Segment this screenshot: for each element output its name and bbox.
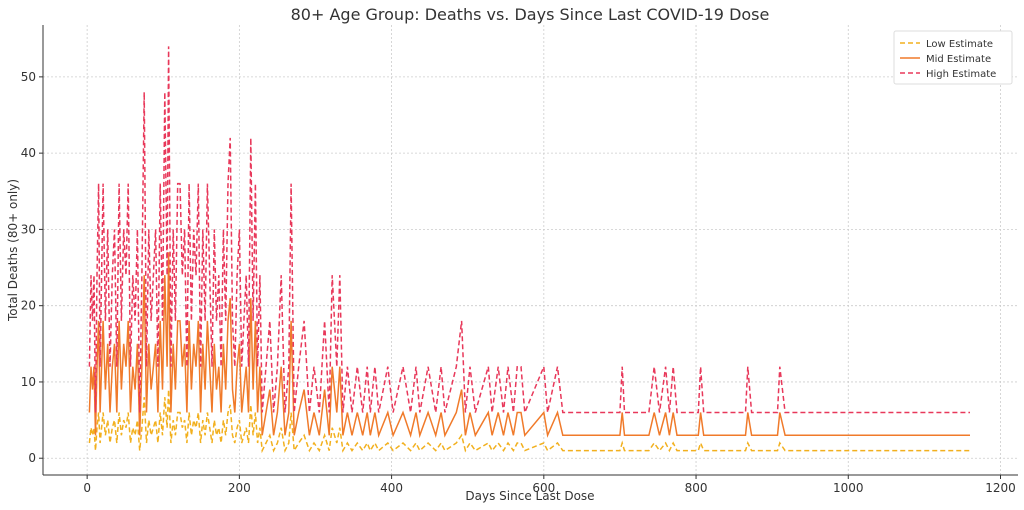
- y-tick-label: 30: [21, 222, 36, 236]
- y-axis-label: Total Deaths (80+ only): [6, 179, 20, 322]
- x-tick-label: 200: [228, 481, 251, 495]
- legend-label: Mid Estimate: [926, 54, 991, 65]
- legend: Low Estimate Mid Estimate High Estimate: [893, 30, 1013, 85]
- x-tick-label: 800: [685, 481, 708, 495]
- line-series: [88, 252, 970, 439]
- line-series: [88, 389, 970, 454]
- x-tick-label: 1200: [985, 481, 1016, 495]
- y-tick-label: 0: [28, 451, 36, 465]
- legend-label: Low Estimate: [926, 39, 993, 50]
- y-tick-label: 50: [21, 70, 36, 84]
- x-tick-label: 0: [83, 481, 91, 495]
- line-series: [88, 46, 970, 414]
- y-tick-label: 10: [21, 375, 36, 389]
- legend-box: [893, 30, 1013, 85]
- x-axis-label: Days Since Last Dose: [465, 489, 594, 503]
- y-tick-label: 20: [21, 299, 36, 313]
- y-tick-label: 40: [21, 146, 36, 160]
- legend-label: High Estimate: [926, 69, 996, 80]
- x-tick-label: 400: [380, 481, 403, 495]
- chart-title: 80+ Age Group: Deaths vs. Days Since Las…: [291, 5, 770, 24]
- x-tick-label: 1000: [833, 481, 864, 495]
- x-tick-label: 600: [532, 481, 555, 495]
